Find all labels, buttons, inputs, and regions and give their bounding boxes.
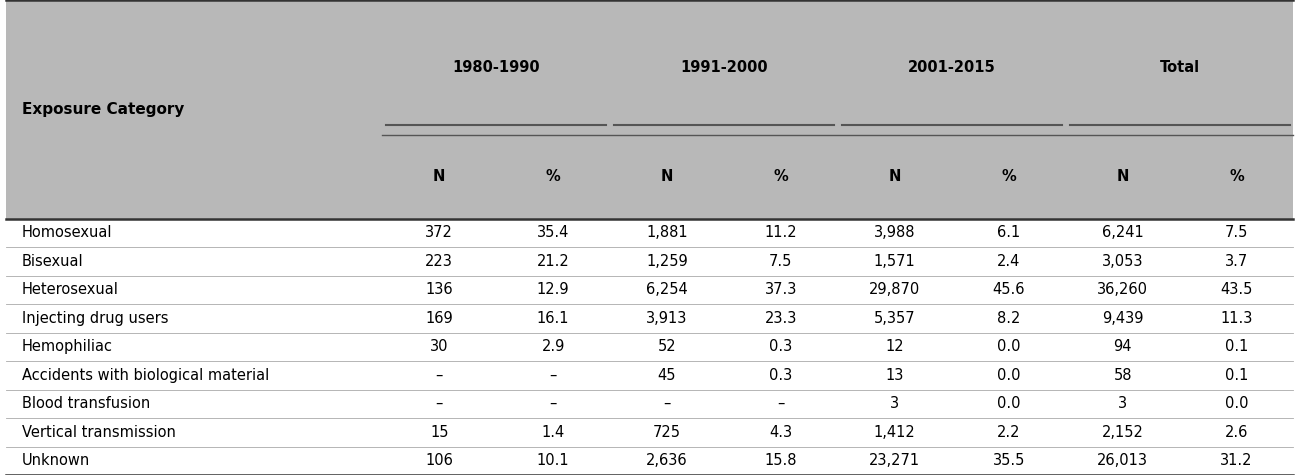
Text: 15.8: 15.8 — [765, 453, 797, 468]
Text: –: – — [550, 368, 557, 383]
Text: –: – — [435, 396, 443, 411]
Text: 223: 223 — [425, 254, 454, 269]
Text: 106: 106 — [425, 453, 454, 468]
Text: Hemophiliac: Hemophiliac — [22, 339, 113, 354]
Text: 2.4: 2.4 — [997, 254, 1020, 269]
Text: 136: 136 — [425, 282, 454, 297]
Text: 8.2: 8.2 — [997, 311, 1020, 326]
Text: 0.0: 0.0 — [997, 339, 1020, 354]
Text: 30: 30 — [430, 339, 448, 354]
Text: N: N — [1116, 170, 1129, 184]
Text: N: N — [661, 170, 673, 184]
Text: 11.3: 11.3 — [1221, 311, 1253, 326]
Bar — [382, 0, 1293, 218]
Text: Injecting drug users: Injecting drug users — [22, 311, 168, 326]
Text: %: % — [546, 170, 561, 184]
Text: 35.4: 35.4 — [537, 225, 569, 240]
Text: 2.9: 2.9 — [542, 339, 565, 354]
Text: 0.1: 0.1 — [1225, 339, 1248, 354]
Text: –: – — [664, 396, 671, 411]
Text: 0.0: 0.0 — [997, 396, 1020, 411]
Text: 1,412: 1,412 — [874, 425, 916, 440]
Text: 23,271: 23,271 — [870, 453, 920, 468]
Text: 5,357: 5,357 — [874, 311, 915, 326]
Text: 0.1: 0.1 — [1225, 368, 1248, 383]
Text: 372: 372 — [425, 225, 454, 240]
Text: 26,013: 26,013 — [1098, 453, 1148, 468]
Text: 9,439: 9,439 — [1102, 311, 1143, 326]
Text: 37.3: 37.3 — [765, 282, 797, 297]
Text: Vertical transmission: Vertical transmission — [22, 425, 176, 440]
Text: 10.1: 10.1 — [537, 453, 569, 468]
Text: 23.3: 23.3 — [765, 311, 797, 326]
Text: 12: 12 — [885, 339, 905, 354]
Text: 43.5: 43.5 — [1221, 282, 1253, 297]
Text: 3,913: 3,913 — [647, 311, 688, 326]
Text: 3: 3 — [890, 396, 899, 411]
Text: Heterosexual: Heterosexual — [22, 282, 119, 297]
Text: %: % — [1002, 170, 1016, 184]
Text: 12.9: 12.9 — [537, 282, 569, 297]
Text: 1980-1990: 1980-1990 — [452, 60, 540, 75]
Text: Bisexual: Bisexual — [22, 254, 84, 269]
Text: –: – — [550, 396, 557, 411]
Text: Unknown: Unknown — [22, 453, 91, 468]
Text: 6,241: 6,241 — [1102, 225, 1143, 240]
Text: %: % — [774, 170, 788, 184]
Text: 4.3: 4.3 — [770, 425, 792, 440]
Text: 16.1: 16.1 — [537, 311, 569, 326]
Text: 52: 52 — [658, 339, 677, 354]
Text: N: N — [433, 170, 446, 184]
Text: 31.2: 31.2 — [1221, 453, 1253, 468]
Text: 2,636: 2,636 — [647, 453, 688, 468]
Text: 45.6: 45.6 — [993, 282, 1025, 297]
Text: 29,870: 29,870 — [870, 282, 920, 297]
Text: 1,881: 1,881 — [647, 225, 688, 240]
Text: 0.3: 0.3 — [770, 339, 793, 354]
Text: 21.2: 21.2 — [537, 254, 569, 269]
Text: Accidents with biological material: Accidents with biological material — [22, 368, 270, 383]
Text: N: N — [889, 170, 901, 184]
Text: 725: 725 — [653, 425, 680, 440]
Text: 2,152: 2,152 — [1102, 425, 1143, 440]
Text: 15: 15 — [430, 425, 448, 440]
Text: 58: 58 — [1113, 368, 1131, 383]
Text: 1.4: 1.4 — [542, 425, 565, 440]
Text: 13: 13 — [885, 368, 905, 383]
Text: 2.2: 2.2 — [997, 425, 1020, 440]
Text: 0.0: 0.0 — [1225, 396, 1248, 411]
Text: 6,254: 6,254 — [647, 282, 688, 297]
Bar — [6, 0, 382, 218]
Text: 0.3: 0.3 — [770, 368, 793, 383]
Text: Homosexual: Homosexual — [22, 225, 113, 240]
Text: Total: Total — [1160, 60, 1200, 75]
Text: 3,053: 3,053 — [1102, 254, 1143, 269]
Text: 3.7: 3.7 — [1225, 254, 1248, 269]
Text: Blood transfusion: Blood transfusion — [22, 396, 150, 411]
Text: 36,260: 36,260 — [1098, 282, 1148, 297]
Text: 1,259: 1,259 — [647, 254, 688, 269]
Text: 2.6: 2.6 — [1225, 425, 1248, 440]
Text: 2001-2015: 2001-2015 — [908, 60, 995, 75]
Text: 6.1: 6.1 — [997, 225, 1020, 240]
Text: 11.2: 11.2 — [765, 225, 797, 240]
Text: 94: 94 — [1113, 339, 1131, 354]
Text: –: – — [778, 396, 784, 411]
Text: 169: 169 — [425, 311, 454, 326]
Text: 3,988: 3,988 — [874, 225, 915, 240]
Text: 7.5: 7.5 — [770, 254, 793, 269]
Text: 1,571: 1,571 — [874, 254, 916, 269]
Text: 45: 45 — [658, 368, 677, 383]
Text: %: % — [1229, 170, 1244, 184]
Text: 35.5: 35.5 — [993, 453, 1025, 468]
Text: –: – — [435, 368, 443, 383]
Text: 0.0: 0.0 — [997, 368, 1020, 383]
Text: 1991-2000: 1991-2000 — [680, 60, 767, 75]
Text: 7.5: 7.5 — [1225, 225, 1248, 240]
Text: Exposure Category: Exposure Category — [22, 102, 184, 117]
Text: 3: 3 — [1118, 396, 1128, 411]
